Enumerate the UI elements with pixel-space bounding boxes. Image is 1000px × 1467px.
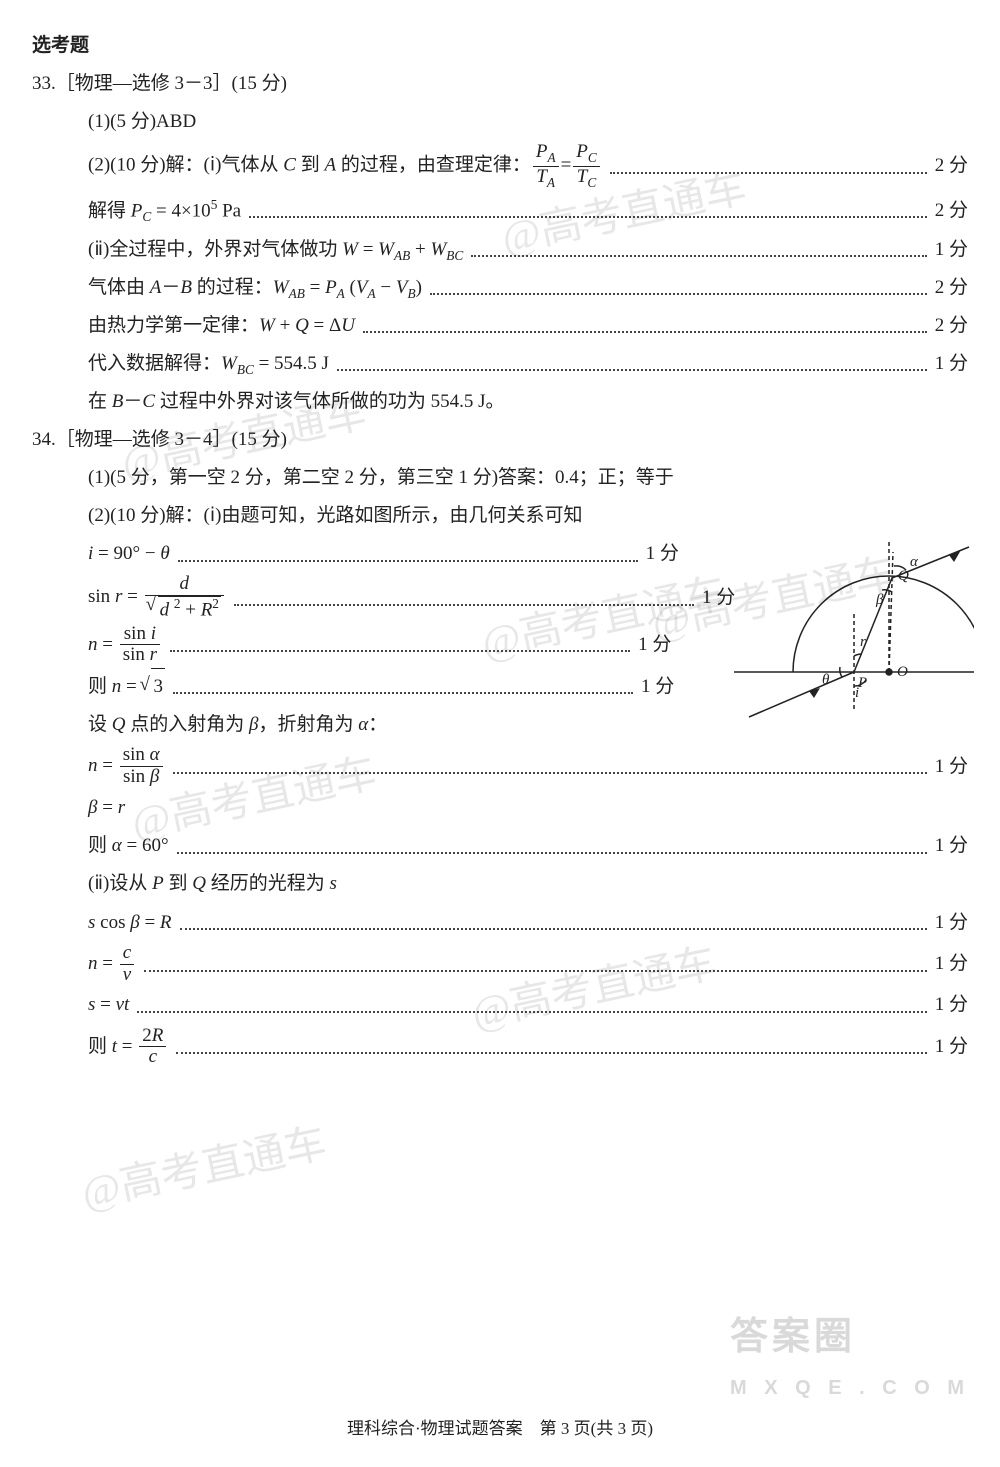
q34-part-ii: (ⅱ)设从 P 到 Q 经历的光程为 s [32, 866, 968, 902]
score: 2 分 [935, 193, 968, 229]
score: 1 分 [935, 828, 968, 864]
q34-t: 则 t = 2Rc 1 分 [32, 1026, 968, 1069]
page-footer: 理科综合·物理试题答案 第 3 页(共 3 页) [0, 1413, 1000, 1445]
q34-alpha60: 则 α = 60° 1 分 [32, 828, 968, 864]
q33-wab: 气体由 A－B 的过程：WAB = PA (VA − VB) 2 分 [32, 270, 968, 306]
answer-stamp: 答案圈 M X Q E . C O M [730, 1301, 970, 1407]
score: 1 分 [641, 669, 674, 705]
score: 1 分 [935, 1029, 968, 1065]
svg-text:Q: Q [898, 568, 909, 584]
q33-work-total: (ⅱ)全过程中，外界对气体做功 W = WAB + WBC 1 分 [32, 232, 968, 268]
score: 1 分 [638, 627, 671, 663]
q34-n-ab: n = sin αsin β 1 分 [32, 745, 968, 788]
score: 2 分 [935, 308, 968, 344]
score: 1 分 [935, 987, 968, 1023]
svg-text:i: i [855, 685, 859, 701]
score: 1 分 [935, 346, 968, 382]
q34-scosb: s cos β = R 1 分 [32, 905, 968, 941]
q34-beta-r: β = r [32, 790, 968, 826]
q34-part2-intro: (2)(10 分)解：(ⅰ)由题可知，光路如图所示，由几何关系可知 [32, 498, 968, 534]
score: 1 分 [935, 232, 968, 268]
q34-part1: (1)(5 分，第一空 2 分，第二空 2 分，第三空 1 分)答案：0.4；正… [32, 460, 968, 496]
q33-wbc: 代入数据解得：WBC = 554.5 J 1 分 [32, 346, 968, 382]
svg-text:β: β [875, 592, 884, 608]
q34-n-cv: n = cv 1 分 [32, 943, 968, 986]
score: 1 分 [935, 946, 968, 982]
q34-svt: s = vt 1 分 [32, 987, 968, 1023]
optics-diagram: O P Q θ i r β α [714, 542, 974, 722]
score: 2 分 [935, 148, 968, 184]
score: 1 分 [935, 905, 968, 941]
watermark: @高考直通车 [74, 1105, 334, 1235]
q33-header: 33.［物理—选修 3－3］(15 分) [32, 66, 968, 102]
svg-text:O: O [897, 664, 908, 680]
q33-pc: 解得 PC = 4×105 Pa 2 分 [32, 192, 968, 229]
q33-first-law: 由热力学第一定律：W + Q = ΔU 2 分 [32, 308, 968, 344]
q34-header: 34.［物理—选修 3－4］(15 分) [32, 422, 968, 458]
q33-part1: (1)(5 分)ABD [32, 104, 968, 140]
score: 1 分 [646, 536, 679, 572]
score: 2 分 [935, 270, 968, 306]
q33-conclusion: 在 B－C 过程中外界对该气体所做的功为 554.5 J。 [32, 384, 968, 420]
section-title: 选考题 [32, 28, 968, 64]
svg-text:r: r [860, 634, 866, 650]
q33-line-charles: (2)(10 分)解：(ⅰ)气体从 C 到 A 的过程，由查理定律：PATA=P… [32, 142, 968, 190]
svg-text:θ: θ [822, 672, 830, 688]
score: 1 分 [935, 749, 968, 785]
svg-text:α: α [910, 554, 919, 570]
